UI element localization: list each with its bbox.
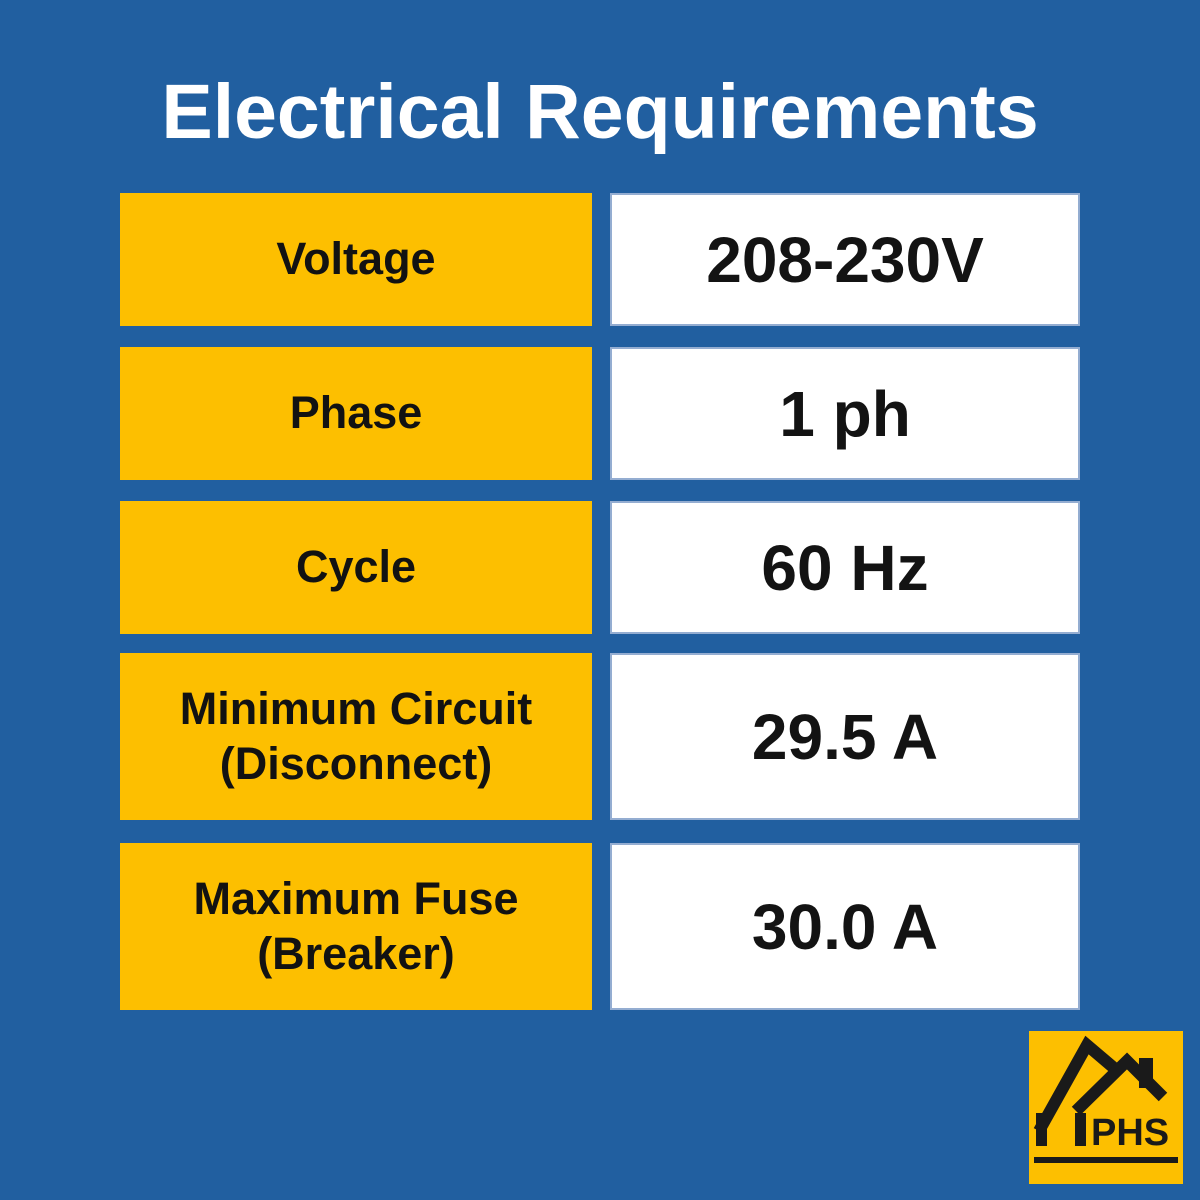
left-wall-bar: [1036, 1113, 1047, 1146]
spec-value-voltage: 208-230V: [610, 193, 1080, 326]
table-row: Phase 1 ph: [120, 347, 1080, 480]
right-wall-bar: [1075, 1113, 1086, 1146]
spec-value-cycle: 60 Hz: [610, 501, 1080, 634]
spec-label-cycle: Cycle: [120, 501, 592, 634]
spec-label-voltage: Voltage: [120, 193, 592, 326]
table-row: Maximum Fuse (Breaker) 30.0 A: [120, 843, 1080, 1010]
spec-label-maximum-fuse: Maximum Fuse (Breaker): [120, 843, 592, 1010]
house-roof-icon: PHS: [1033, 1035, 1178, 1163]
spec-value-maximum-fuse: 30.0 A: [610, 843, 1080, 1010]
logo-underline: [1034, 1157, 1178, 1163]
left-roof-line: [1033, 1035, 1118, 1134]
spec-label-minimum-circuit: Minimum Circuit (Disconnect): [120, 653, 592, 820]
table-row: Cycle 60 Hz: [120, 501, 1080, 634]
table-row: Minimum Circuit (Disconnect) 29.5 A: [120, 653, 1080, 820]
spec-value-minimum-circuit: 29.5 A: [610, 653, 1080, 820]
spec-label-phase: Phase: [120, 347, 592, 480]
page-title: Electrical Requirements: [161, 69, 1039, 155]
phs-logo: PHS: [1029, 1031, 1183, 1184]
table-row: Voltage 208-230V: [120, 193, 1080, 326]
logo-text: PHS: [1091, 1112, 1169, 1154]
chimney-shape: [1139, 1058, 1153, 1088]
electrical-spec-table: Voltage 208-230V Phase 1 ph Cycle 60 Hz …: [120, 193, 1080, 1010]
spec-value-phase: 1 ph: [610, 347, 1080, 480]
